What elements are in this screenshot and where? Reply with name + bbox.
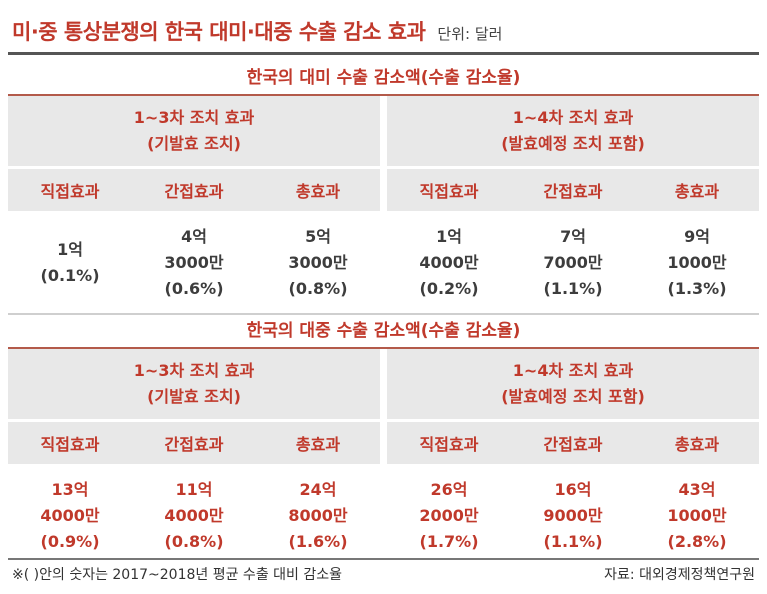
value-rate: (2.8%) — [667, 532, 727, 551]
value-rate: (0.8%) — [288, 279, 348, 298]
column-headers: 직접효과 간접효과 총효과 — [8, 422, 380, 464]
group-header-line2: (발효예정 조치 포함) — [501, 387, 645, 406]
group-row: 1~3차 조치 효과 (기발효 조치) 직접효과 간접효과 총효과 13억 40… — [8, 349, 759, 568]
column-header-total: 총효과 — [674, 435, 720, 454]
value-amount-sub: 4000만 — [419, 253, 479, 272]
value-amount: 5억 — [305, 227, 331, 246]
value-cell-direct: 13억 4000만 (0.9%) — [8, 464, 132, 568]
group-phase-1-4: 1~4차 조치 효과 (발효예정 조치 포함) 직접효과 간접효과 총효과 1억… — [387, 96, 759, 315]
value-rate: (0.6%) — [164, 279, 224, 298]
column-header-direct: 직접효과 — [40, 182, 100, 201]
group-phase-1-3: 1~3차 조치 효과 (기발효 조치) 직접효과 간접효과 총효과 1억 (0.… — [8, 96, 380, 315]
value-cell-direct: 1억 4000만 (0.2%) — [387, 211, 511, 315]
group-phase-1-3: 1~3차 조치 효과 (기발효 조치) 직접효과 간접효과 총효과 13억 40… — [8, 349, 380, 568]
value-rate: (1.1%) — [543, 279, 603, 298]
column-header-indirect: 간접효과 — [543, 182, 603, 201]
value-amount-sub: 1000만 — [667, 506, 727, 525]
section-title: 한국의 대미 수출 감소액(수출 감소율) — [8, 56, 759, 96]
column-header-total: 총효과 — [295, 182, 341, 201]
footnote: ※( )안의 숫자는 2017~2018년 평균 수출 대비 감소율 — [12, 567, 342, 583]
group-header: 1~4차 조치 효과 (발효예정 조치 포함) — [387, 349, 759, 419]
value-cell-total: 43억 1000만 (2.8%) — [635, 464, 759, 568]
column-header-direct: 직접효과 — [419, 435, 479, 454]
value-cell-direct: 1억 (0.1%) — [8, 211, 132, 315]
value-rate: (0.9%) — [40, 532, 100, 551]
value-rate: (1.3%) — [667, 279, 727, 298]
section-us-exports: 한국의 대미 수출 감소액(수출 감소율) 1~3차 조치 효과 (기발효 조치… — [8, 56, 759, 315]
value-cell-indirect: 7억 7000만 (1.1%) — [511, 211, 635, 315]
value-amount: 26억 — [430, 480, 468, 499]
unit-label: 단위: 달러 — [437, 25, 503, 43]
column-header-total: 총효과 — [295, 435, 341, 454]
group-row: 1~3차 조치 효과 (기발효 조치) 직접효과 간접효과 총효과 1억 (0.… — [8, 96, 759, 315]
section-title: 한국의 대중 수출 감소액(수출 감소율) — [8, 309, 759, 349]
value-amount: 16억 — [554, 480, 592, 499]
value-rate: (0.8%) — [164, 532, 224, 551]
group-header-line2: (기발효 조치) — [147, 134, 241, 153]
value-rate: (0.2%) — [419, 279, 479, 298]
column-header-direct: 직접효과 — [40, 435, 100, 454]
value-cell-indirect: 16억 9000만 (1.1%) — [511, 464, 635, 568]
group-header-line1: 1~3차 조치 효과 — [133, 361, 255, 380]
column-headers: 직접효과 간접효과 총효과 — [387, 169, 759, 211]
value-amount: 24억 — [299, 480, 337, 499]
value-amount-sub: 8000만 — [288, 506, 348, 525]
section-divider — [8, 313, 759, 315]
group-header-line1: 1~4차 조치 효과 — [512, 361, 634, 380]
value-cell-direct: 26억 2000만 (1.7%) — [387, 464, 511, 568]
column-header-indirect: 간접효과 — [164, 182, 224, 201]
value-amount-sub: 4000만 — [164, 506, 224, 525]
value-amount-sub: 2000만 — [419, 506, 479, 525]
value-amount-sub: 4000만 — [40, 506, 100, 525]
value-row: 26억 2000만 (1.7%) 16억 9000만 (1.1%) 43억 10… — [387, 464, 759, 568]
column-header-indirect: 간접효과 — [543, 435, 603, 454]
value-amount: 11억 — [175, 480, 213, 499]
value-amount-sub: 3000만 — [288, 253, 348, 272]
column-header-direct: 직접효과 — [419, 182, 479, 201]
page-title: 미·중 통상분쟁의 한국 대미·대중 수출 감소 효과 — [12, 20, 426, 44]
title-row: 미·중 통상분쟁의 한국 대미·대중 수출 감소 효과 단위: 달러 — [12, 6, 502, 46]
value-row: 13억 4000만 (0.9%) 11억 4000만 (0.8%) 24억 80… — [8, 464, 380, 568]
value-row: 1억 (0.1%) 4억 3000만 (0.6%) 5억 3000만 (0.8%… — [8, 211, 380, 315]
value-cell-total: 9억 1000만 (1.3%) — [635, 211, 759, 315]
group-header-line2: (발효예정 조치 포함) — [501, 134, 645, 153]
value-amount-sub: 9000만 — [543, 506, 603, 525]
section-china-exports: 한국의 대중 수출 감소액(수출 감소율) 1~3차 조치 효과 (기발효 조치… — [8, 309, 759, 568]
value-rate: (1.6%) — [288, 532, 348, 551]
column-headers: 직접효과 간접효과 총효과 — [8, 169, 380, 211]
group-header: 1~4차 조치 효과 (발효예정 조치 포함) — [387, 96, 759, 166]
source-note: 자료: 대외경제정책연구원 — [604, 567, 755, 583]
value-cell-total: 24억 8000만 (1.6%) — [256, 464, 380, 568]
value-rate: (0.1%) — [40, 266, 100, 285]
value-amount: 9억 — [684, 227, 710, 246]
group-header-line2: (기발효 조치) — [147, 387, 241, 406]
value-amount: 4억 — [181, 227, 207, 246]
group-header-line1: 1~3차 조치 효과 — [133, 108, 255, 127]
value-rate: (1.7%) — [419, 532, 479, 551]
value-amount: 43억 — [678, 480, 716, 499]
column-headers: 직접효과 간접효과 총효과 — [387, 422, 759, 464]
group-phase-1-4: 1~4차 조치 효과 (발효예정 조치 포함) 직접효과 간접효과 총효과 26… — [387, 349, 759, 568]
value-row: 1억 4000만 (0.2%) 7억 7000만 (1.1%) 9억 1000만… — [387, 211, 759, 315]
group-header-line1: 1~4차 조치 효과 — [512, 108, 634, 127]
value-amount: 13억 — [51, 480, 89, 499]
value-amount-sub: 3000만 — [164, 253, 224, 272]
value-cell-indirect: 11억 4000만 (0.8%) — [132, 464, 256, 568]
value-rate: (1.1%) — [543, 532, 603, 551]
group-header: 1~3차 조치 효과 (기발효 조치) — [8, 96, 380, 166]
group-header: 1~3차 조치 효과 (기발효 조치) — [8, 349, 380, 419]
top-rule — [8, 52, 759, 55]
value-amount: 1억 — [436, 227, 462, 246]
value-amount: 7억 — [560, 227, 586, 246]
bottom-rule — [8, 558, 759, 560]
column-header-total: 총효과 — [674, 182, 720, 201]
value-amount: 1억 — [57, 240, 83, 259]
value-cell-indirect: 4억 3000만 (0.6%) — [132, 211, 256, 315]
value-cell-total: 5억 3000만 (0.8%) — [256, 211, 380, 315]
value-amount-sub: 1000만 — [667, 253, 727, 272]
column-header-indirect: 간접효과 — [164, 435, 224, 454]
value-amount-sub: 7000만 — [543, 253, 603, 272]
